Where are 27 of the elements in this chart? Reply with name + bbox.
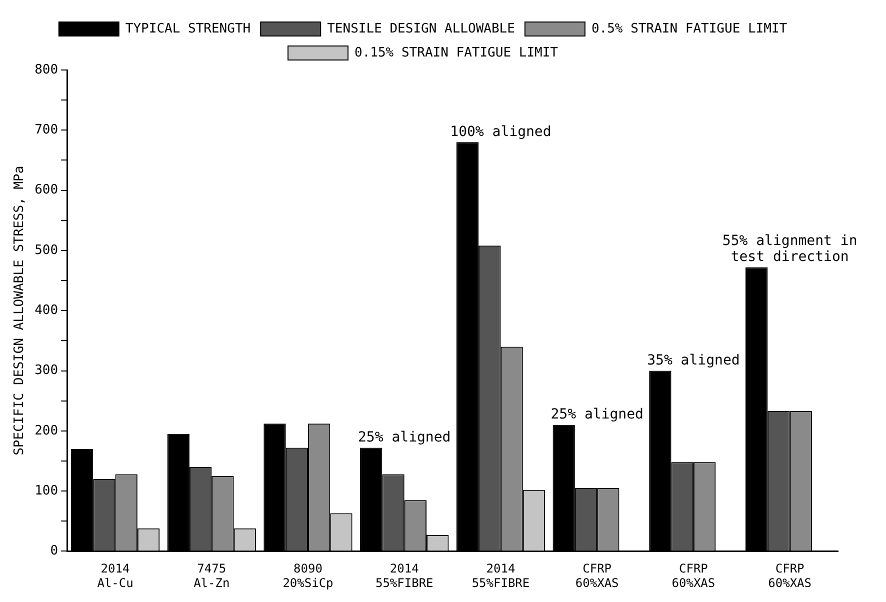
y-tick-label: 500: [34, 242, 58, 258]
y-tick-label: 100: [34, 483, 58, 498]
y-tick-label: 200: [34, 423, 58, 438]
annotation: 55% alignment in test direction: [722, 232, 858, 265]
y-tick-label: 0: [50, 544, 58, 559]
legend-label: 0.5% STRAIN FATIGUE LIMIT: [591, 21, 788, 36]
annotation: 100% aligned: [450, 124, 552, 140]
x-tick-label: 2014 55%FIBRE: [375, 562, 434, 590]
legend-label: TENSILE DESIGN ALLOWABLE: [327, 21, 515, 36]
annotation: 25% aligned: [550, 406, 644, 423]
y-axis-title: SPECIFIC DESIGN ALLOWABLE STRESS, MPa: [12, 166, 28, 456]
legend-label: TYPICAL STRENGTH: [125, 21, 251, 36]
legend-label: 0.15% STRAIN FATIGUE LIMIT: [354, 45, 558, 60]
annotation: 25% aligned: [358, 429, 451, 446]
y-tick-label: 400: [34, 302, 58, 318]
x-tick-label: 2014 55%FIBRE: [472, 562, 530, 590]
y-tick-label: 300: [34, 363, 58, 378]
y-tick-label: 800: [34, 62, 58, 78]
x-tick-label: 7475 Al-Zn: [194, 562, 230, 590]
y-tick-label: 600: [34, 182, 58, 198]
x-tick-label: 8090 20%SiCp: [282, 562, 334, 590]
x-tick-label: CFRP 60%XAS: [672, 562, 716, 590]
x-tick-label: 2014 Al-Cu: [97, 562, 134, 590]
y-tick-label: 700: [34, 122, 58, 138]
x-tick-label: CFRP 60%XAS: [768, 562, 812, 590]
x-tick-label: CFRP 60%XAS: [575, 562, 619, 590]
annotation: 35% aligned: [647, 352, 740, 368]
